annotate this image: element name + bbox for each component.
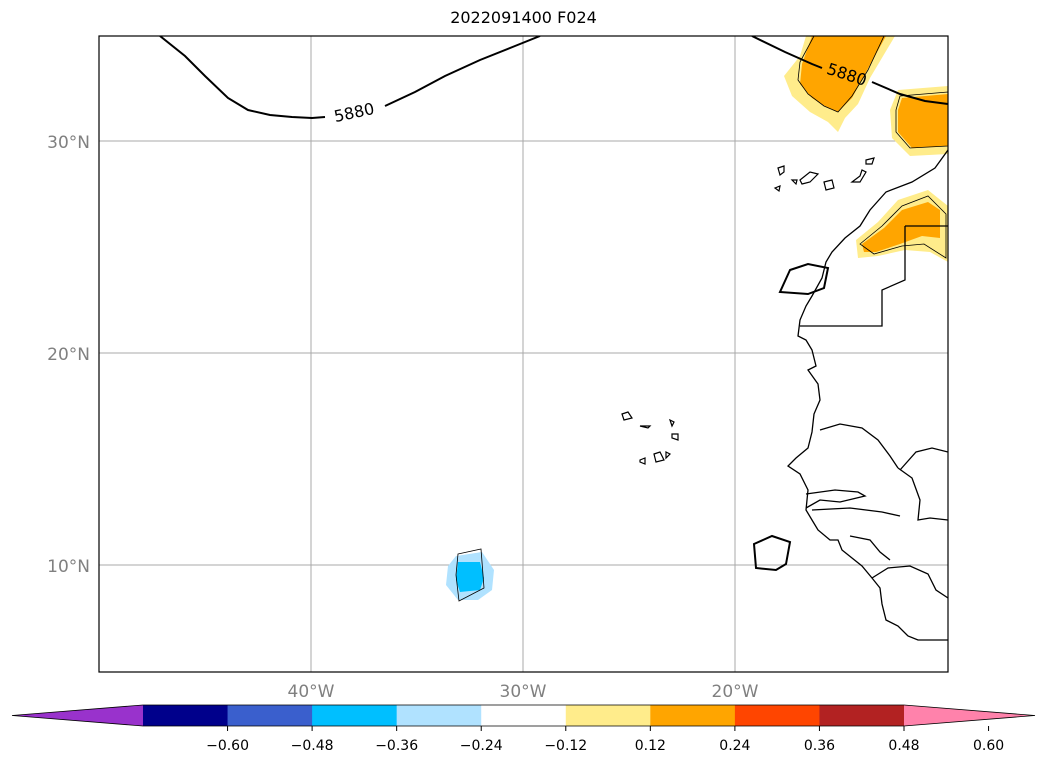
colorbar-tick-label: −0.36 bbox=[375, 738, 418, 754]
cape-verde-islands bbox=[621, 411, 679, 465]
border-mauritania-east bbox=[897, 467, 948, 521]
colorbar-tick-label: −0.60 bbox=[206, 738, 249, 754]
gridlines bbox=[99, 36, 948, 672]
anomaly-area-sahara-orange bbox=[862, 202, 940, 252]
polygon-sahara bbox=[778, 262, 830, 296]
anomaly-area-east-orange bbox=[898, 94, 948, 148]
border-mali-guinea bbox=[899, 447, 948, 471]
colorbar-tick-label: 0.60 bbox=[973, 738, 1004, 754]
lat-label-20n: 20°N bbox=[47, 345, 90, 365]
colorbar-ticks: −0.60 −0.48 −0.36 −0.24 −0.12 0.12 0.24 0.36 0.4… bbox=[206, 726, 1004, 754]
colorbar bbox=[11, 704, 1036, 727]
islands bbox=[621, 157, 875, 465]
anomaly-outlines bbox=[455, 36, 948, 602]
latitude-labels: 30°N 20°N 10°N bbox=[47, 133, 90, 577]
colorbar-tick-label: 0.12 bbox=[635, 738, 666, 754]
colorbar-extend-max bbox=[904, 705, 1035, 726]
border-sahara-vertical bbox=[800, 226, 906, 327]
boundary-polygons bbox=[752, 262, 830, 572]
border-senegal bbox=[805, 489, 867, 509]
colorbar-extend-min bbox=[12, 705, 143, 726]
lon-label-30w: 30°W bbox=[500, 682, 547, 702]
colorbar-segment bbox=[312, 705, 398, 726]
colorbar-tick-label: 0.48 bbox=[888, 738, 919, 754]
lon-label-20w: 20°W bbox=[712, 682, 759, 702]
colorbar-tick-label: 0.24 bbox=[719, 738, 750, 754]
colorbar-tick-label: −0.12 bbox=[544, 738, 587, 754]
lat-label-30n: 30°N bbox=[47, 133, 90, 153]
lat-label-10n: 10°N bbox=[47, 557, 90, 577]
anomaly-area-ocean-blue bbox=[456, 562, 484, 592]
border-sierra-leone bbox=[871, 565, 948, 599]
colorbar-tick-label: −0.24 bbox=[460, 738, 503, 754]
positive-anomaly-areas bbox=[784, 36, 948, 262]
colorbar-outline bbox=[11, 704, 1036, 727]
lon-label-40w: 40°W bbox=[288, 682, 335, 702]
colorbar-segment bbox=[819, 705, 905, 726]
geopotential-contour-5880 bbox=[159, 36, 948, 120]
colorbar-segment bbox=[565, 705, 651, 726]
polygon-guinea-coast bbox=[752, 534, 792, 572]
longitude-labels: 40°W 30°W 20°W bbox=[288, 682, 759, 702]
colorbar-segment bbox=[396, 705, 482, 726]
colorbar-segment bbox=[481, 705, 567, 726]
border-interior-1 bbox=[819, 423, 899, 469]
colorbar-segment bbox=[227, 705, 313, 726]
colorbar-tick-label: −0.48 bbox=[291, 738, 334, 754]
colorbar-segment bbox=[143, 705, 229, 726]
border-interior-2 bbox=[849, 535, 891, 561]
colorbar-segment bbox=[650, 705, 736, 726]
coast-africa-west bbox=[786, 149, 948, 641]
colorbar-segment bbox=[734, 705, 820, 726]
map-frame bbox=[98, 35, 949, 673]
canary-islands bbox=[773, 157, 875, 193]
anomaly-area-northeast-orange bbox=[800, 36, 886, 112]
map-title: 2022091400 F024 bbox=[450, 8, 597, 27]
border-guinea bbox=[811, 507, 901, 517]
colorbar-tick-label: 0.36 bbox=[804, 738, 835, 754]
coastlines bbox=[786, 149, 948, 641]
